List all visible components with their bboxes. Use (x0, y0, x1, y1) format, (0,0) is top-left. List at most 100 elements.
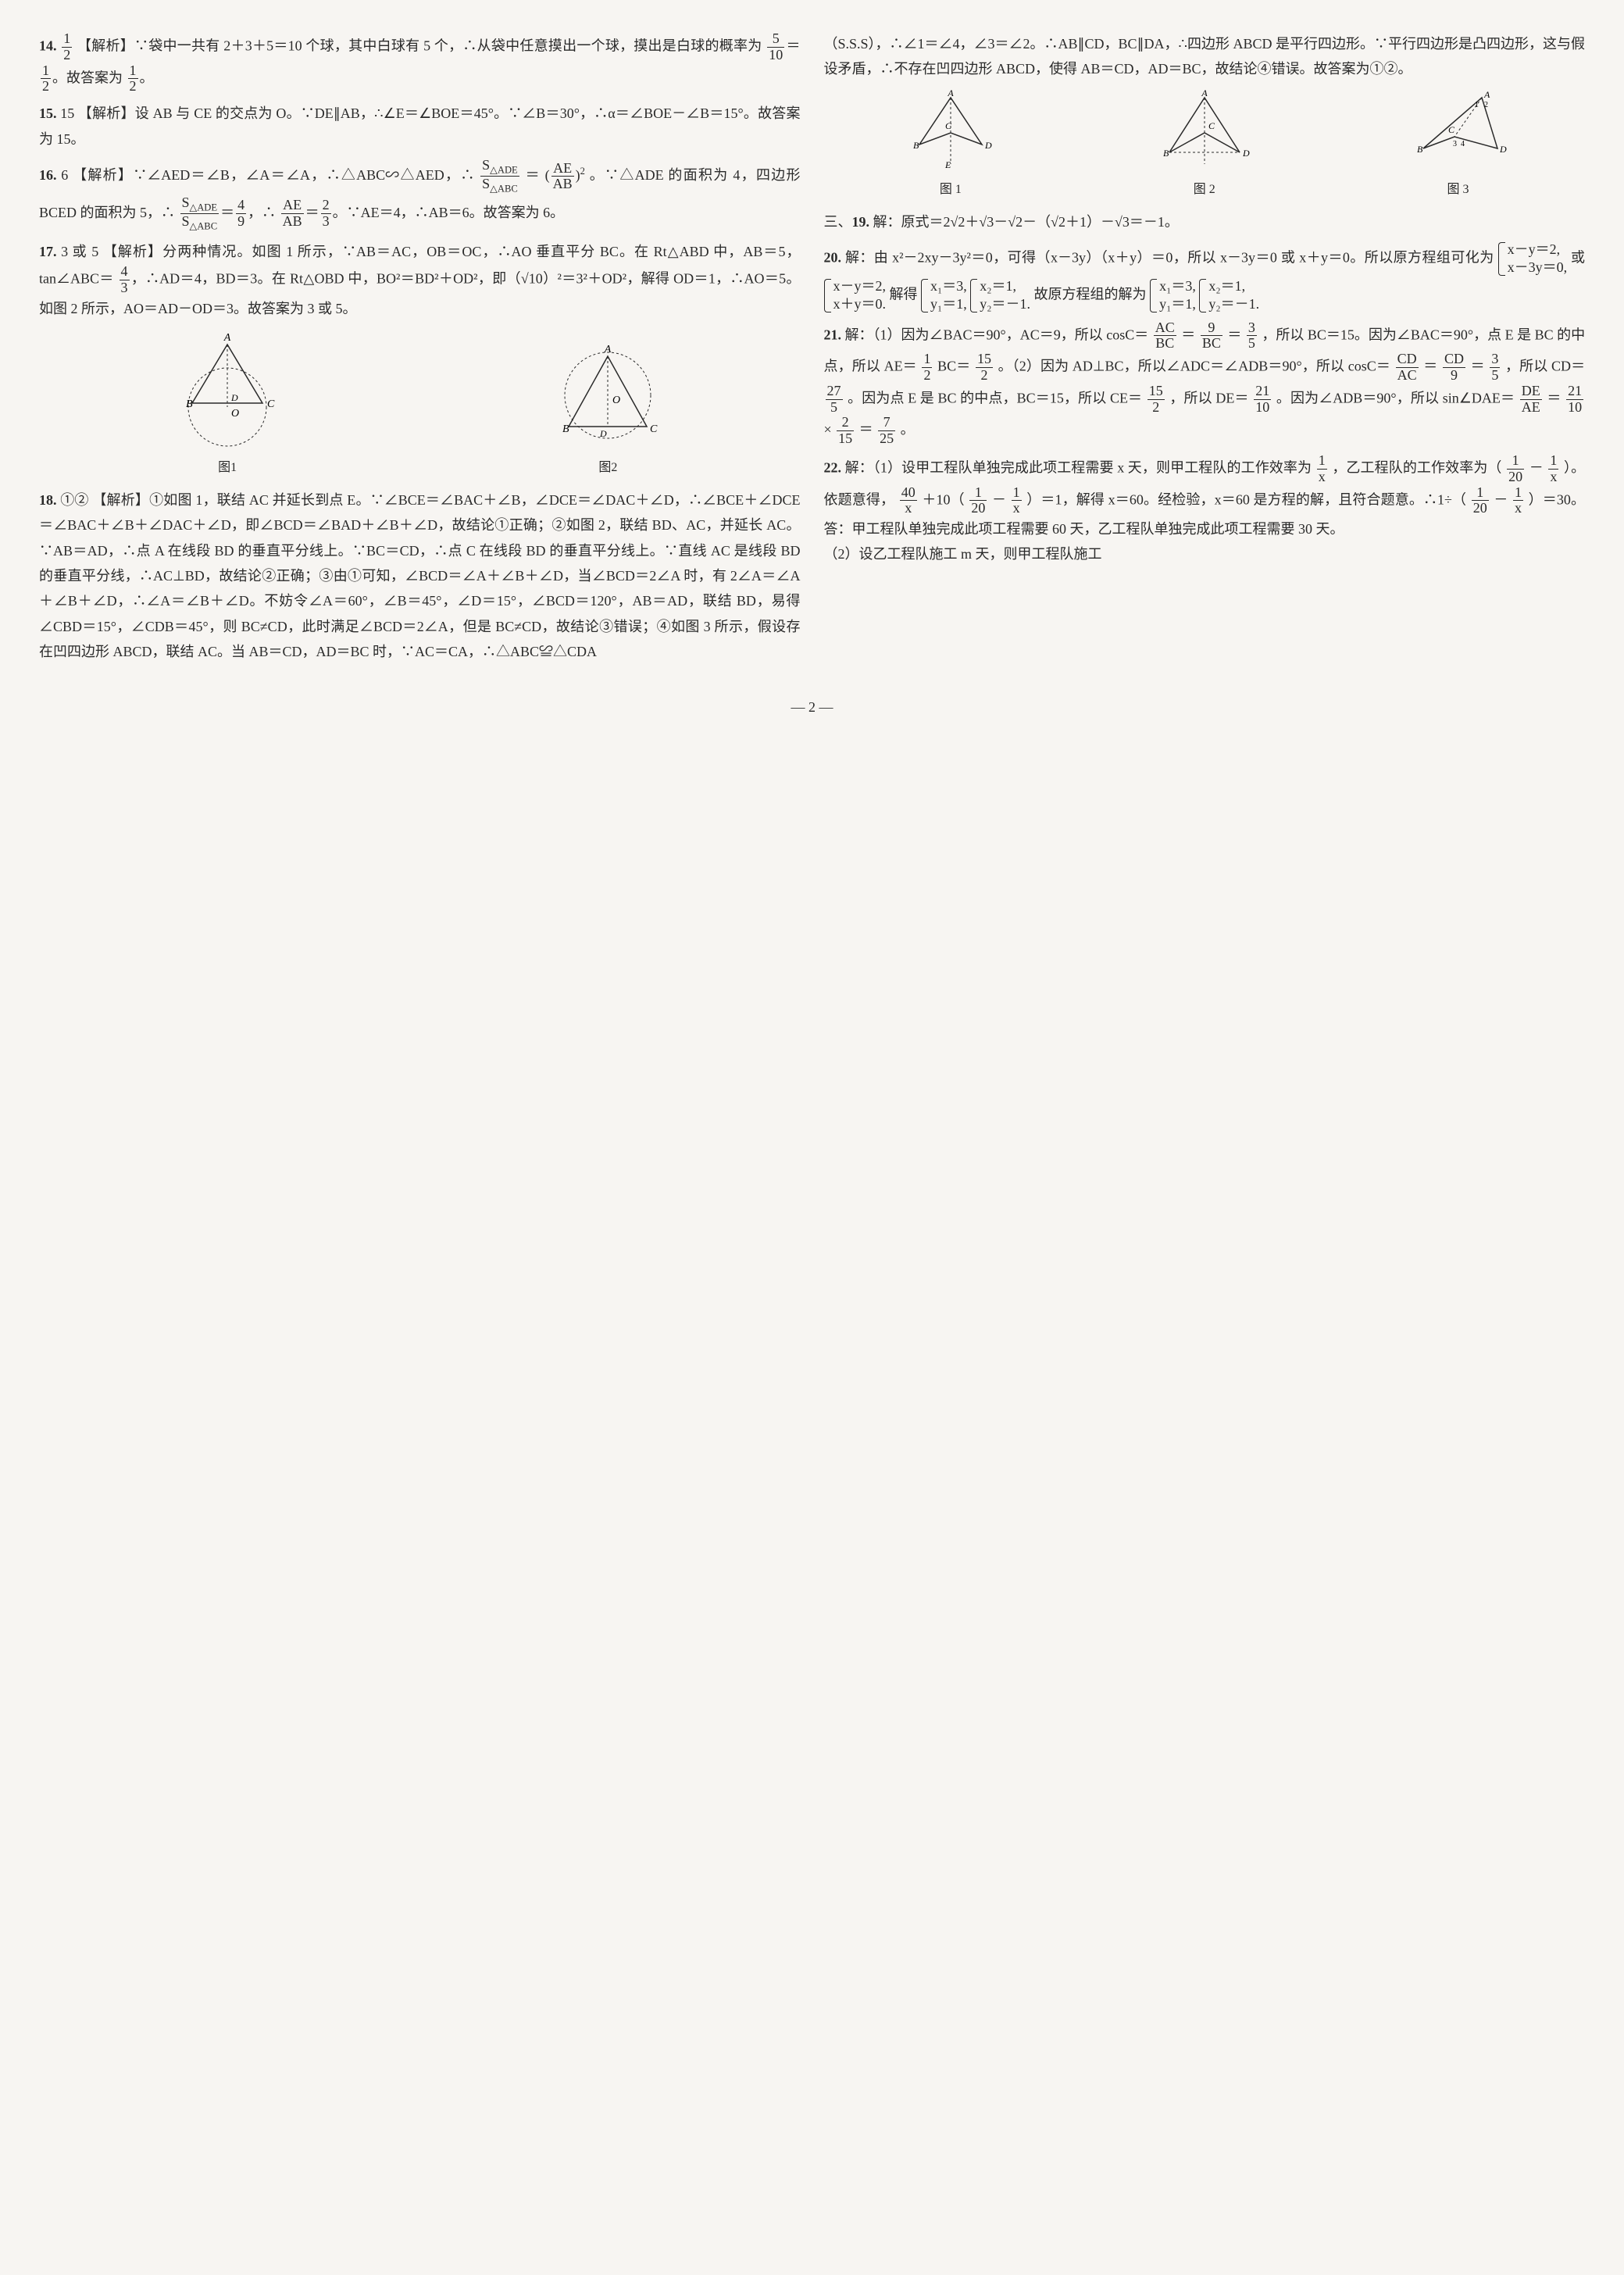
q21-text15: ＝ (859, 422, 873, 438)
q20-sys1b: x－3y＝0, (1508, 259, 1568, 277)
q14-frac2: 12 (41, 63, 51, 95)
q17-ans: 3 或 5 (61, 244, 98, 259)
q14-frac1: 510 (767, 31, 784, 63)
svg-text:A: A (604, 344, 612, 355)
q21-frac1: ACBC (1154, 320, 1176, 352)
q17-num: 17. (39, 244, 57, 259)
svg-text:D: D (599, 428, 607, 439)
q17-fig1: A B C D O 图1 (169, 329, 286, 480)
svg-text:A: A (1201, 90, 1208, 98)
svg-text:1: 1 (1475, 101, 1479, 109)
svg-text:B: B (1163, 148, 1169, 159)
q14-label: 【解析】 (77, 38, 134, 53)
q22-frac3: 1x (1548, 453, 1558, 485)
quad-fig3: A B C D 1 2 3 4 (1408, 90, 1509, 176)
svg-text:D: D (1242, 148, 1250, 159)
q22-text5: ＋10（ (922, 491, 964, 507)
q18-continuation: （S.S.S），∴∠1＝∠4，∠3＝∠2。∴AB∥CD，BC∥DA，∴四边形 A… (824, 31, 1586, 82)
quad-fig1: A B C D E (900, 90, 1001, 176)
q21-text13: ＝ (1547, 390, 1561, 405)
q17-figures: A B C D O 图1 A B C O D (39, 329, 801, 480)
q17-frac1: 43 (120, 264, 130, 296)
q21-frac7: CD9 (1443, 352, 1465, 384)
svg-text:E: E (944, 159, 951, 170)
q21-num: 21. (824, 327, 842, 342)
triangle-circle-fig1: A B C D O (169, 329, 286, 454)
q21-text7: ＝ (1423, 359, 1437, 374)
q18-label: 【解析】 (92, 492, 149, 508)
q18cont-text: （S.S.S），∴∠1＝∠4，∠3＝∠2。∴AB∥CD，BC∥DA，∴四边形 A… (824, 36, 1586, 77)
question-15: 15. 15 【解析】设 AB 与 CE 的交点为 O。∵DE∥AB，∴∠E＝∠… (39, 101, 801, 152)
q21-frac9: 275 (826, 384, 843, 416)
q15-num: 15. (39, 105, 57, 121)
q16-ratio2: AEAB (551, 161, 574, 193)
q21-text8: ＝ (1471, 359, 1485, 374)
q19-num: 19. (852, 214, 870, 230)
q22-frac7: 120 (1472, 485, 1489, 517)
page-number-value: 2 (808, 699, 816, 715)
q20-final1a: x₁＝3, (1159, 277, 1196, 295)
q22-frac6: 1x (1012, 485, 1022, 517)
svg-text:B: B (913, 140, 919, 151)
q21-text11: ，所以 DE＝ (1169, 390, 1248, 405)
q16-text3: ，∴ (248, 205, 276, 220)
q20-sol1: x₁＝3, y₁＝1, (921, 277, 967, 314)
svg-text:B: B (562, 423, 569, 435)
svg-text:A: A (223, 332, 231, 344)
svg-text:A: A (1483, 90, 1490, 100)
q16-text1: ∵∠AED＝∠B，∠A＝∠A，∴△ABC∽△AED，∴ (133, 167, 474, 183)
q21-text5: BC＝ (937, 359, 970, 374)
q20-num: 20. (824, 249, 842, 265)
section3-label: 三、 (824, 214, 852, 230)
q20-sol1b: y₁＝1, (930, 295, 967, 313)
q20-sys2b: x＋y＝0. (833, 295, 887, 313)
question-20: 20. 解：由 x²－2xy－3y²＝0，可得（x－3y）（x＋y）＝0，所以 … (824, 241, 1586, 314)
q20-final2a: x₂＝1, (1208, 277, 1259, 295)
q20-sys2: x－y＝2, x＋y＝0. (824, 277, 887, 314)
q22-frac4: 40x (900, 485, 917, 517)
q14-num: 14. (39, 38, 57, 53)
q18-fig3: A B C D 1 2 3 4 图 3 (1408, 90, 1509, 202)
q16-ratio4b: 23 (321, 198, 331, 230)
q21-frac4: 12 (922, 352, 932, 384)
q21-frac8: 35 (1490, 352, 1500, 384)
q16-ratio1: S△ADES△ABC (480, 158, 519, 195)
svg-text:D: D (1499, 144, 1507, 155)
q14-frac3: 12 (128, 63, 138, 95)
q21-text6: 。（2）因为 AD⊥BC，所以∠ADC＝∠ADB＝90°，所以 cosC＝ (998, 359, 1390, 374)
question-16: 16. 6 【解析】∵∠AED＝∠B，∠A＝∠A，∴△ABC∽△AED，∴ S△… (39, 158, 801, 233)
q14-ans: 12 (62, 31, 72, 63)
q14-text3: 。 (140, 70, 154, 85)
q18-fig1: A B C D E 图 1 (900, 90, 1001, 202)
q22-frac1: 1x (1317, 453, 1327, 485)
q14-text2: 。故答案为 (52, 70, 123, 85)
q21-text3: ＝ (1227, 327, 1241, 342)
q18-figures: A B C D E 图 1 A B C D 图 2 (824, 90, 1586, 202)
q20-solve: 解得 (890, 286, 918, 302)
svg-text:C: C (1208, 120, 1215, 131)
q21-text2: ＝ (1181, 327, 1195, 342)
q21-frac3: 35 (1247, 320, 1257, 352)
q18-fig2-label: 图 2 (1154, 179, 1255, 202)
svg-text:C: C (945, 120, 952, 131)
q17-text2: ，∴AD＝4，BD＝3。在 Rt△OBD 中，BO²＝BD²＋OD²，即（√10… (39, 271, 801, 316)
question-14: 14. 12 【解析】∵袋中一共有 2＋3＋5＝10 个球，其中白球有 5 个，… (39, 31, 801, 95)
q18-ans: ①② (60, 492, 88, 508)
q21-frac5: 152 (976, 352, 993, 384)
q20-text1: 解：由 x²－2xy－3y²＝0，可得（x－3y）（x＋y）＝0，所以 x－3y… (845, 249, 1494, 265)
svg-text:2: 2 (1484, 101, 1488, 109)
q21-text9: ，所以 CD＝ (1505, 359, 1585, 374)
right-column: （S.S.S），∴∠1＝∠4，∠3＝∠2。∴AB∥CD，BC∥DA，∴四边形 A… (824, 31, 1586, 671)
q21-text1: 解：（1）因为∠BAC＝90°，AC＝9，所以 cosC＝ (845, 327, 1149, 342)
q22-text2: ，乙工程队的工作效率为（ (1332, 459, 1501, 475)
q20-text2: 故原方程组的解为 (1034, 286, 1147, 302)
svg-text:A: A (947, 90, 954, 98)
q21-frac13: 2110 (1566, 384, 1583, 416)
q20-sol2: x₂＝1, y₂＝－1. (970, 277, 1030, 314)
q16-ratio4: AEAB (281, 198, 304, 230)
q21-text16: 。 (901, 422, 915, 438)
q22-text8: － (1494, 491, 1508, 507)
q22-text6: － (992, 491, 1006, 507)
q17-fig1-label: 图1 (169, 457, 286, 480)
page-number: — 2 — (39, 695, 1585, 720)
